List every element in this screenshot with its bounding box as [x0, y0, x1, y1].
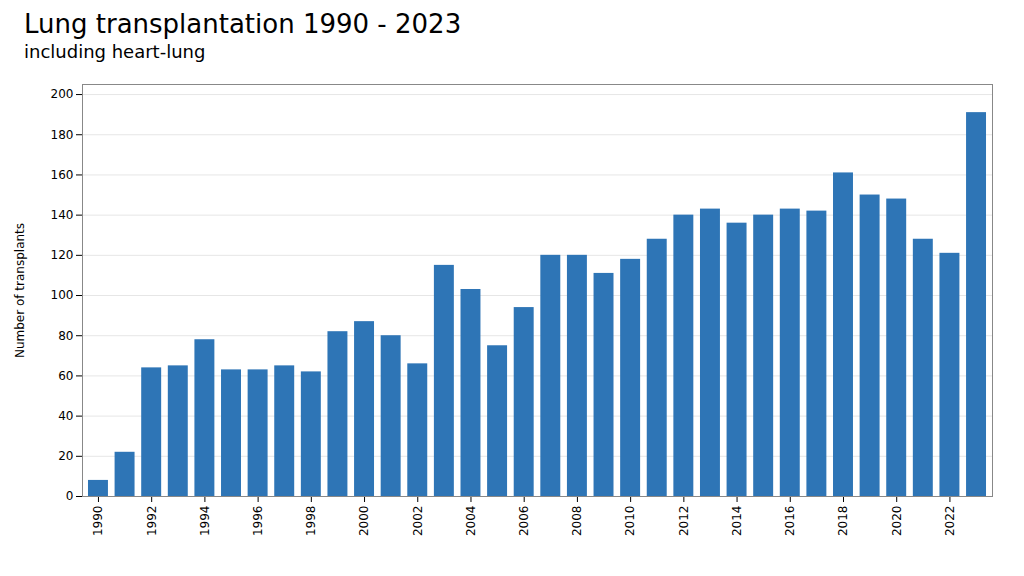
svg-text:2022: 2022 — [943, 506, 957, 537]
svg-text:1996: 1996 — [251, 506, 265, 537]
svg-text:1992: 1992 — [145, 506, 159, 537]
html-text:Lung transplantation 1990 - 20: Lung transplantation 1990 - 2023 — [24, 9, 462, 39]
svg-text:2012: 2012 — [677, 506, 691, 537]
svg-text:200: 200 — [51, 87, 74, 101]
svg-text:40: 40 — [58, 409, 73, 423]
svg-text:2000: 2000 — [357, 506, 371, 537]
svg-text:120: 120 — [51, 248, 74, 262]
svg-text:0: 0 — [66, 489, 74, 503]
svg-text:1994: 1994 — [198, 506, 212, 537]
svg-text:100: 100 — [51, 288, 74, 302]
svg-text:140: 140 — [51, 208, 74, 222]
svg-text:2004: 2004 — [464, 506, 478, 537]
svg-text:1998: 1998 — [304, 506, 318, 537]
svg-text:2016: 2016 — [783, 506, 797, 537]
svg-text:2018: 2018 — [836, 506, 850, 537]
svg-text:20: 20 — [58, 449, 73, 463]
svg-text:2006: 2006 — [517, 506, 531, 537]
svg-text:2010: 2010 — [623, 506, 637, 537]
svg-text:60: 60 — [58, 369, 73, 383]
svg-text:Number of transplants: Number of transplants — [13, 223, 27, 358]
svg-text:160: 160 — [51, 168, 74, 182]
svg-text:2014: 2014 — [730, 506, 744, 537]
svg-text:180: 180 — [51, 128, 74, 142]
svg-text:80: 80 — [58, 329, 73, 343]
html-text:including heart-lung: including heart-lung — [24, 41, 206, 62]
svg-text:2002: 2002 — [411, 506, 425, 537]
svg-text:1990: 1990 — [91, 506, 105, 537]
svg-text:2020: 2020 — [890, 506, 904, 537]
svg-text:2008: 2008 — [570, 506, 584, 537]
